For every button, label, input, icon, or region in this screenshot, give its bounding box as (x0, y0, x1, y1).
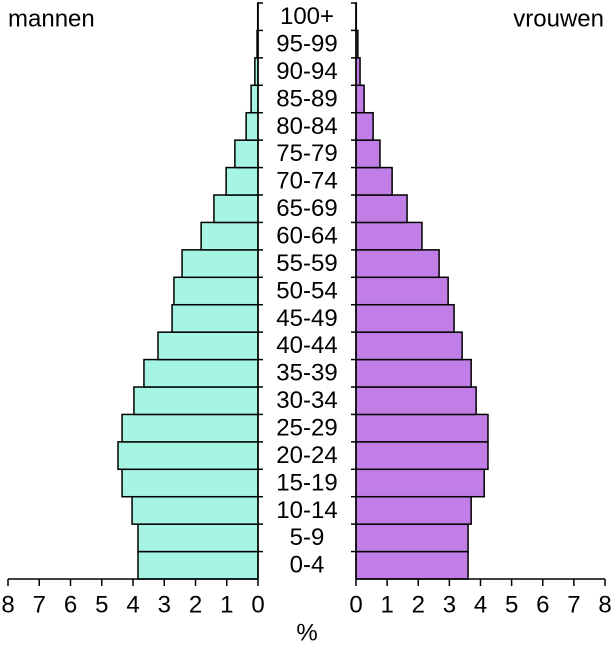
x-tick-label: 0 (251, 591, 264, 618)
x-tick-label: 4 (126, 591, 139, 618)
x-tick-label: 3 (158, 591, 171, 618)
bar (181, 249, 259, 279)
bar (121, 413, 259, 443)
x-tick-label: 7 (33, 591, 46, 618)
age-label: 0-4 (290, 552, 325, 579)
bar (245, 111, 259, 141)
x-tick-label: 2 (189, 591, 202, 618)
bar (355, 523, 469, 553)
age-label: 10-14 (276, 497, 337, 524)
x-tick-label: 3 (443, 591, 456, 618)
age-label: 100+ (280, 3, 334, 30)
bar (137, 550, 259, 580)
bar (355, 303, 455, 333)
x-tick-label: 8 (1, 591, 14, 618)
bar (200, 221, 259, 251)
age-label: 25-29 (276, 414, 337, 441)
bar (117, 441, 259, 471)
x-tick-label: 5 (95, 591, 108, 618)
bar (171, 303, 259, 333)
left-title: mannen (8, 5, 95, 32)
x-tick-label: 7 (567, 591, 580, 618)
bar (355, 111, 374, 141)
age-label: 35-39 (276, 360, 337, 387)
bar (173, 276, 259, 306)
bar (355, 194, 408, 224)
bar (355, 84, 365, 114)
bar (355, 495, 472, 525)
x-tick-label: 6 (64, 591, 77, 618)
x-tick-label: 2 (412, 591, 425, 618)
bar (355, 249, 440, 279)
age-label: 80-84 (276, 113, 337, 140)
age-label: 70-74 (276, 168, 337, 195)
bar (121, 468, 259, 498)
x-tick-label: 6 (536, 591, 549, 618)
age-label: 60-64 (276, 222, 337, 249)
bar (355, 331, 463, 361)
x-tick-label: 1 (220, 591, 233, 618)
right-title: vrouwen (513, 5, 604, 32)
bar (133, 386, 259, 416)
x-axis-label: % (296, 619, 317, 646)
age-label: 45-49 (276, 305, 337, 332)
age-label: 5-9 (290, 524, 325, 551)
bar (131, 495, 259, 525)
x-tick-label: 1 (380, 591, 393, 618)
x-tick-label: 4 (474, 591, 487, 618)
age-label: 30-34 (276, 387, 337, 414)
age-label: 55-59 (276, 250, 337, 277)
age-label: 20-24 (276, 442, 337, 469)
age-label: 85-89 (276, 85, 337, 112)
bar (355, 166, 393, 196)
x-tick-label: 8 (598, 591, 611, 618)
bar (137, 523, 259, 553)
bar (225, 166, 259, 196)
bar (143, 358, 259, 388)
bar (250, 84, 259, 114)
age-label: 15-19 (276, 469, 337, 496)
age-label: 50-54 (276, 277, 337, 304)
age-label: 40-44 (276, 332, 337, 359)
bar (355, 468, 485, 498)
age-label: 90-94 (276, 58, 337, 85)
bar (355, 441, 489, 471)
bar (355, 413, 489, 443)
x-tick-label: 0 (349, 591, 362, 618)
bar (355, 358, 472, 388)
bar (213, 194, 259, 224)
bar (355, 221, 423, 251)
bar (355, 386, 477, 416)
bar (234, 139, 259, 169)
bar (355, 276, 449, 306)
x-tick-label: 5 (505, 591, 518, 618)
age-label: 65-69 (276, 195, 337, 222)
bar (355, 550, 469, 580)
age-label: 95-99 (276, 30, 337, 57)
age-label: 75-79 (276, 140, 337, 167)
bar (157, 331, 259, 361)
bar (355, 139, 381, 169)
